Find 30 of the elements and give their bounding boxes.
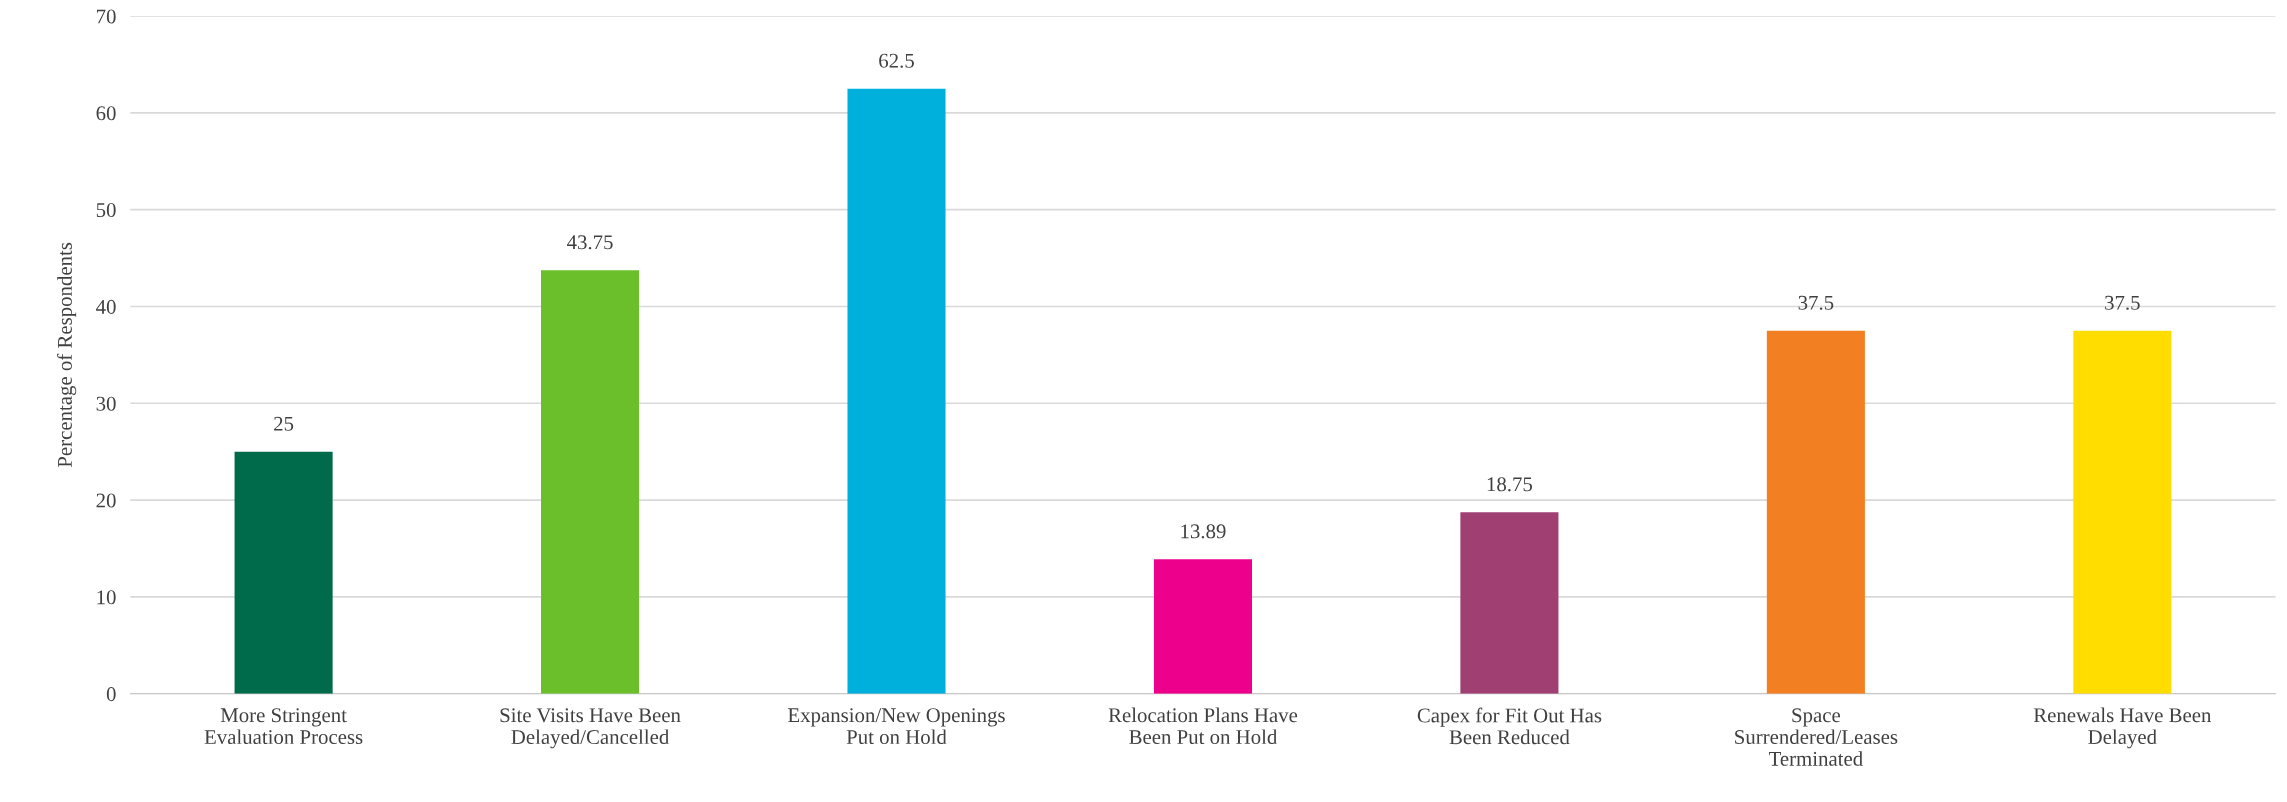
- y-tick-label: 10: [97, 590, 116, 605]
- x-tick-label: Expansion/New Openings Put on Hold: [788, 708, 1005, 745]
- bar: [234, 451, 333, 694]
- y-tick-label: 50: [96, 203, 116, 218]
- x-tick-label: Space Surrendered/Leases Terminated: [1735, 708, 1898, 766]
- data-label: 37.5: [1798, 295, 1834, 310]
- y-tick-label: 60: [96, 106, 116, 121]
- data-label: 18.75: [1487, 477, 1533, 492]
- data-label: 13.89: [1181, 524, 1226, 539]
- y-tick-label: 20: [96, 493, 116, 508]
- x-tick-label: Capex for Fit Out Has Been Reduced: [1417, 707, 1602, 745]
- bar: [1460, 512, 1559, 694]
- x-tick-label: Renewals Have Been Delayed: [2033, 707, 2212, 749]
- y-tick-label: 30: [96, 396, 116, 411]
- bar: [1153, 559, 1252, 694]
- bar: [2073, 330, 2172, 694]
- data-label: 62.5: [879, 53, 914, 68]
- data-label: 25: [274, 416, 294, 431]
- y-axis-title: Percentage of Respondents: [57, 242, 77, 468]
- y-tick-label: 40: [96, 299, 116, 314]
- bar: [541, 270, 640, 694]
- bar: [847, 88, 946, 694]
- bar: [1766, 330, 1865, 694]
- data-label: 43.75: [567, 235, 613, 250]
- y-tick-label: 0: [106, 687, 116, 702]
- x-tick-label: More Stringent Evaluation Process: [204, 708, 363, 745]
- x-tick-label: Site Visits Have Been Delayed/Cancelled: [500, 708, 681, 749]
- y-tick-label: 70: [97, 9, 116, 24]
- x-tick-label: Relocation Plans Have Been Put on Hold: [1108, 707, 1298, 745]
- data-label: 37.5: [2105, 295, 2140, 310]
